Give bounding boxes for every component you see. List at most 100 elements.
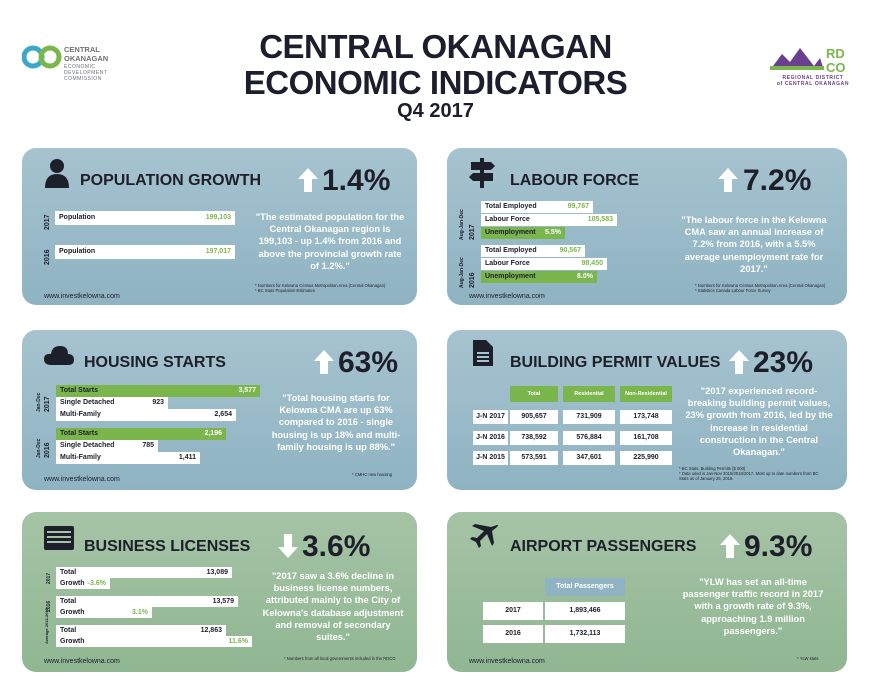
table-cell: 225,990 <box>620 451 672 465</box>
column-header: Total <box>510 386 558 402</box>
business-average-total-bar: Total 12,863 <box>56 625 226 636</box>
housing-2016-single-bar: Single Detached 785 <box>56 440 158 452</box>
infinity-logo-icon <box>22 45 62 69</box>
website-link[interactable]: www.investkelowna.com <box>44 658 120 665</box>
business-2016-total-bar: Total 13,579 <box>56 596 238 607</box>
business-average-growth-bar: Growth 11.6% <box>56 636 252 647</box>
logo-text: CENTRAL OKANAGAN <box>64 45 109 63</box>
cedc-logo: CENTRAL OKANAGAN ECONOMIC DEVELOPMENT CO… <box>22 44 172 104</box>
year-label: 2017 <box>44 396 51 412</box>
website-link[interactable]: www.investkelowna.com <box>469 293 545 300</box>
row-label: J-N 2016 <box>473 431 508 445</box>
year-label: 2016 <box>44 249 51 265</box>
page-subtitle: Q4 2017 <box>397 100 474 122</box>
housing-change: 63% <box>338 346 399 379</box>
housing-2016-multi-bar: Multi-Family 1,411 <box>56 452 200 464</box>
cloud-icon <box>44 346 74 365</box>
svg-text:CO: CO <box>826 60 846 74</box>
footnote: * BC Stats, Building Permits ($ 000) * Da… <box>679 466 819 481</box>
website-link[interactable]: www.investkelowna.com <box>44 476 120 483</box>
business-2017-growth-bar: Growth -3.6% <box>56 578 110 589</box>
business-panel: BUSINESS LICENSES 3.6% 2017 Total 13,089 … <box>22 512 417 672</box>
permits-quote: "2017 experienced record-breaking buildi… <box>685 386 833 458</box>
table-cell: 576,884 <box>563 431 615 445</box>
row-label: 2016 <box>483 625 543 643</box>
table-cell: 905,657 <box>510 410 558 424</box>
website-link[interactable]: www.investkelowna.com <box>44 293 120 300</box>
arrow-up-icon <box>314 350 334 374</box>
airport-title: AIRPORT PASSENGERS <box>510 538 697 555</box>
population-2017-bar: Population 199,103 <box>55 211 235 225</box>
footnote: * Numbers from all local governments inc… <box>284 656 396 661</box>
housing-quote: "Total housing starts for Kelowna CMA ar… <box>271 393 401 452</box>
table-cell: 173,748 <box>620 410 672 424</box>
column-header: Total Passengers <box>545 578 625 596</box>
labour-2017-employed-bar: Total Employed 99,767 <box>481 201 593 213</box>
housing-2017-multi-bar: Multi-Family 2,654 <box>56 409 236 421</box>
business-2016-growth-bar: Growth 3.1% <box>56 607 152 618</box>
footnote: * Numbers for Kelowna Census Metropolita… <box>255 283 386 293</box>
column-header: Residential <box>563 386 615 402</box>
permits-change: 23% <box>753 346 814 379</box>
table-cell: 731,909 <box>563 410 615 424</box>
labour-2016-employed-bar: Total Employed 90,567 <box>481 245 585 257</box>
year-label: 2017 <box>46 572 52 584</box>
year-label: 2017 <box>469 224 476 240</box>
housing-2017-total-bar: Total Starts 3,577 <box>56 385 260 397</box>
footnote: * CMHC new housing <box>352 472 393 477</box>
permits-panel: BUILDING PERMIT VALUES 23% Total Residen… <box>447 330 847 490</box>
permits-title: BUILDING PERMIT VALUES <box>510 354 721 371</box>
period-label: Aug-Jan-Dec <box>459 257 465 288</box>
population-title: POPULATION GROWTH <box>80 172 262 189</box>
population-2016-bar: Population 197,017 <box>55 245 235 259</box>
housing-panel: HOUSING STARTS 63% Jan-Dec 2017 Total St… <box>22 330 417 490</box>
footnote: * Numbers for Kelowna Census Metropolita… <box>695 283 826 293</box>
labour-quote: "The labour force in the Kelowna CMA saw… <box>681 215 827 274</box>
period-label: Jan-Dec <box>36 438 42 458</box>
population-panel: POPULATION GROWTH 1.4% 2017 Population 19… <box>22 148 417 305</box>
business-title: BUSINESS LICENSES <box>84 538 251 555</box>
mountain-logo-icon: RD CO <box>770 46 846 74</box>
table-cell: 161,708 <box>620 431 672 445</box>
row-label: J-N 2017 <box>473 410 508 424</box>
arrow-down-icon <box>278 534 298 558</box>
labour-2016-unemployment-bar: Unemployment 8.0% <box>481 271 597 283</box>
year-label: Average 2013-2017 <box>44 608 49 644</box>
table-cell: 347,601 <box>563 451 615 465</box>
page-title-line1: CENTRAL OKANAGAN <box>259 28 612 65</box>
housing-2017-single-bar: Single Detached 923 <box>56 397 168 409</box>
labour-2017-force-bar: Labour Force 105,583 <box>481 214 617 226</box>
svg-text:RD: RD <box>826 46 845 61</box>
row-label: 2017 <box>483 602 543 620</box>
business-quote: "2017 saw a 3.6% decline in business lic… <box>262 571 404 643</box>
housing-title: HOUSING STARTS <box>84 354 226 371</box>
table-cell: 738,592 <box>510 431 558 445</box>
page-title-line2: ECONOMIC INDICATORS <box>243 64 628 101</box>
table-cell: 1,732,113 <box>545 625 625 643</box>
arrow-up-icon <box>729 350 749 374</box>
population-change: 1.4% <box>322 164 391 197</box>
card-icon <box>44 526 74 550</box>
housing-2016-total-bar: Total Starts 2,196 <box>56 428 226 440</box>
labour-panel: LABOUR FORCE 7.2% Aug-Jan-Dec 2017 Total… <box>447 148 847 305</box>
rdco-logo: RD CO REGIONAL DISTRICT of CENTRAL OKANA… <box>768 44 858 94</box>
person-icon <box>45 159 69 188</box>
airport-panel: AIRPORT PASSENGERS 9.3% Total Passengers… <box>447 512 847 672</box>
arrow-up-icon <box>718 168 738 192</box>
airport-change: 9.3% <box>744 530 813 563</box>
business-2017-total-bar: Total 13,089 <box>56 567 232 578</box>
airport-quote: "YLW has set an all-time passenger traff… <box>682 577 824 636</box>
population-quote: "The estimated population for the Centra… <box>255 212 405 271</box>
year-label: 2016 <box>44 442 51 458</box>
labour-2017-unemployment-bar: Unemployment 5.5% <box>481 227 565 239</box>
labour-2016-force-bar: Labour Force 98,450 <box>481 258 607 270</box>
website-link[interactable]: www.investkelowna.com <box>469 658 545 665</box>
year-label: 2017 <box>44 214 51 230</box>
table-cell: 573,591 <box>510 451 558 465</box>
labour-change: 7.2% <box>743 164 812 197</box>
arrow-up-icon <box>298 168 318 192</box>
document-icon <box>473 340 493 366</box>
rdco-subtext: REGIONAL DISTRICT of CENTRAL OKANAGAN <box>776 75 850 87</box>
logo-subtext: ECONOMIC DEVELOPMENT COMMISSION <box>64 64 108 82</box>
column-header: Non-Residential <box>620 386 672 402</box>
